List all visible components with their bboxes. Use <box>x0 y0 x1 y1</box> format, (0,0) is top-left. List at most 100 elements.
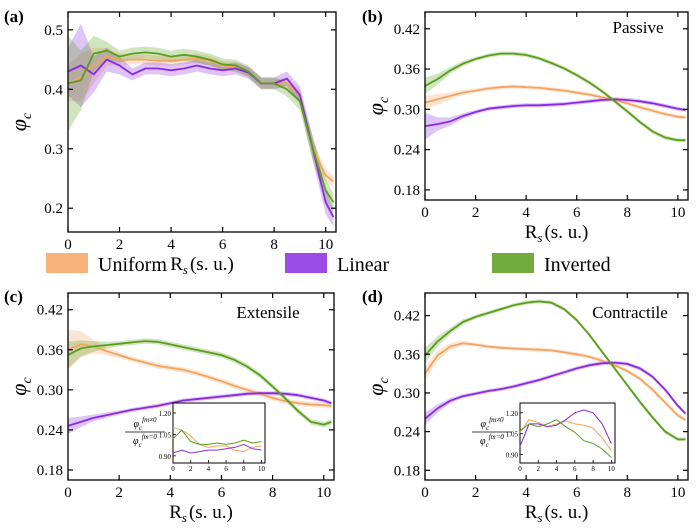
panel-b: 0 2 4 6 8 10 0.18 0.24 0.30 0.36 0.42 Rs (s. u.) φc (b… <box>362 7 689 245</box>
x-tick-label: 10 <box>670 485 685 501</box>
series-line-uniform <box>67 343 332 407</box>
inset-x-tick-label: 8 <box>242 465 246 473</box>
legend-label-uniform: Uniform <box>98 254 167 276</box>
x-tick-label: 8 <box>270 237 278 253</box>
plot-frame <box>67 11 337 233</box>
y-tick-label: 0.36 <box>394 347 421 363</box>
y-tick-label: 0.5 <box>44 23 63 39</box>
inset-x-tick-label: 4 <box>207 465 211 473</box>
x-axis-label: Rs (s. u.) <box>169 502 233 525</box>
y-tick-label: 0.18 <box>37 463 63 479</box>
x-tick-label: 4 <box>167 237 175 253</box>
panel-d: 0 2 4 6 8 10 0.18 0.24 0.30 0.36 0.42 Rs (s. u.) φc (d… <box>362 287 689 525</box>
inset-x-tick-label: 6 <box>573 465 577 473</box>
panel-label: (c) <box>4 287 23 306</box>
y-tick-label: 0.42 <box>394 22 420 38</box>
inset-x-tick-label: 0 <box>171 465 175 473</box>
inset-x-tick-label: 0 <box>518 465 522 473</box>
inset-y-tick-label: 1.20 <box>159 410 172 418</box>
series-line-linear <box>424 361 687 420</box>
x-tick-label: 2 <box>115 485 123 501</box>
inset-y-axis-label: φcfm=0 <box>133 433 157 449</box>
inset-frame <box>172 402 266 464</box>
y-tick-label: 0.4 <box>44 82 63 98</box>
legend-label-linear: Linear <box>337 254 390 276</box>
legend-swatch-uniform <box>46 253 88 273</box>
y-tick-label: 0.36 <box>394 62 421 78</box>
panel-a: 0 2 4 6 8 10 0.2 0.3 0.4 0.5 Rs (s. u.) φc (a) <box>4 7 337 277</box>
x-tick-label: 4 <box>522 205 530 221</box>
x-tick-label: 2 <box>472 485 480 501</box>
y-tick-label: 0.18 <box>394 463 420 479</box>
panel-label: (b) <box>362 7 383 26</box>
x-tick-label: 6 <box>218 485 226 501</box>
series-line-linear <box>424 98 686 127</box>
inset-y-tick-label: 1.05 <box>159 431 172 439</box>
series-line-inverted <box>67 340 332 426</box>
inset-line-inverted <box>519 419 612 458</box>
series-line-uniform <box>424 85 686 119</box>
x-tick-label: 4 <box>522 485 530 501</box>
x-tick-label: 0 <box>64 237 72 253</box>
series-line-uniform <box>424 342 686 421</box>
band-inverted <box>425 299 686 442</box>
y-tick-label: 0.42 <box>394 309 420 325</box>
inset-x-tick-label: 2 <box>537 465 541 473</box>
inset-y-axis-label: φcfm≠0 <box>134 416 157 432</box>
inset-frame <box>519 402 616 464</box>
y-tick-label: 0.30 <box>394 102 420 118</box>
y-axis-label: φc <box>6 112 35 131</box>
legend-label-inverted: Inverted <box>544 254 611 276</box>
band-inverted <box>68 35 334 212</box>
y-tick-label: 0.24 <box>394 425 421 441</box>
y-tick-label: 0.30 <box>394 386 420 402</box>
inset-x-tick-label: 2 <box>189 465 193 473</box>
x-tick-label: 0 <box>64 485 72 501</box>
panel-c: 0 2 4 6 8 10 0.18 0.24 0.30 0.36 0.42 Rs (s. u.) φc (c… <box>4 287 335 525</box>
x-tick-label: 10 <box>318 237 333 253</box>
panel-title: Contractile <box>592 303 668 322</box>
y-tick-label: 0.42 <box>37 303 63 319</box>
series-line-linear <box>67 58 335 218</box>
x-tick-label: 8 <box>269 485 277 501</box>
x-tick-label: 10 <box>670 205 685 221</box>
inset-x-tick-label: 10 <box>608 465 616 473</box>
x-tick-label: 4 <box>167 485 175 501</box>
plot-frame <box>424 292 689 481</box>
band-uniform <box>425 84 686 120</box>
band-inverted <box>425 51 686 143</box>
x-tick-label: 0 <box>421 485 429 501</box>
inset-y-axis-label: φcfm≠0 <box>481 416 504 432</box>
series-line-inverted <box>424 300 686 441</box>
inset-x-tick-label: 6 <box>224 465 228 473</box>
series-line-linear <box>67 392 332 427</box>
y-axis-label: φc <box>363 96 392 115</box>
x-tick-label: 2 <box>116 237 124 253</box>
y-tick-label: 0.36 <box>37 343 64 359</box>
inset-y-axis-label: φcfm=0 <box>480 433 504 449</box>
inset-line-inverted <box>172 429 262 445</box>
y-tick-label: 0.18 <box>394 183 420 199</box>
x-tick-label: 8 <box>624 205 632 221</box>
series-line-inverted <box>67 49 335 203</box>
legend-swatch-linear <box>285 253 327 273</box>
x-tick-label: 2 <box>472 205 480 221</box>
inset-line-linear <box>519 409 612 447</box>
panel-label: (d) <box>362 287 383 306</box>
inset-x-tick-label: 4 <box>555 465 559 473</box>
legend-swatch-inverted <box>492 253 534 273</box>
inset-x-tick-label: 10 <box>258 465 266 473</box>
y-tick-label: 0.24 <box>394 143 421 159</box>
figure-legend: Uniform Linear Inverted <box>46 253 611 276</box>
x-tick-label: 0 <box>421 205 429 221</box>
y-tick-label: 0.30 <box>37 383 63 399</box>
y-axis-label: φc <box>363 377 392 396</box>
panel-label: (a) <box>4 7 24 26</box>
panel-title: Extensile <box>236 303 299 322</box>
inset-y-tick-label: 1.05 <box>506 431 519 439</box>
inset-y-tick-label: 0.90 <box>159 453 172 461</box>
x-tick-label: 6 <box>573 205 581 221</box>
